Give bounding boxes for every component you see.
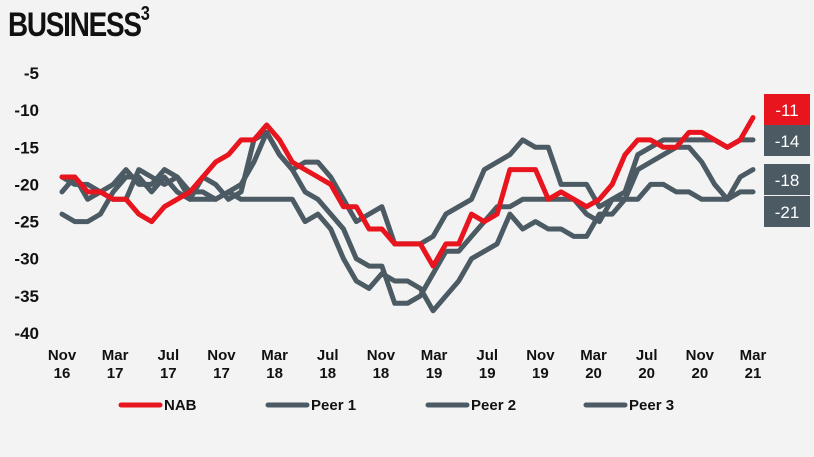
x-tick-label: Nov 18 bbox=[367, 347, 396, 382]
x-tick-label: Mar 21 bbox=[740, 347, 767, 382]
x-tick-label: Mar 18 bbox=[261, 347, 288, 382]
x-tick-label: Jul 17 bbox=[157, 347, 179, 382]
x-tick-label: Nov 20 bbox=[686, 347, 715, 382]
legend: NAB Peer 1 Peer 2 Peer 3 bbox=[118, 397, 674, 414]
series-line-peer-3 bbox=[59, 174, 756, 314]
end-label-box bbox=[764, 94, 810, 125]
end-label-value: -21 bbox=[775, 203, 800, 222]
y-tick-label: -35 bbox=[14, 287, 39, 306]
end-label-box bbox=[764, 196, 810, 227]
y-axis: -5 -10 -15 -20 -25 -30 -35 -40 bbox=[14, 64, 39, 343]
y-tick-label: -40 bbox=[14, 324, 39, 343]
legend-label: Peer 3 bbox=[629, 397, 674, 414]
end-label-peer-2: -18 bbox=[764, 164, 810, 195]
end-label-box bbox=[764, 164, 810, 195]
end-labels: -11 -14 -18 -21 bbox=[764, 94, 810, 227]
series-line-peer-2 bbox=[59, 129, 756, 306]
legend-item-peer-3: Peer 3 bbox=[583, 397, 674, 414]
x-tick-label: Mar 17 bbox=[102, 347, 129, 382]
end-label-box bbox=[764, 125, 810, 156]
y-tick-label: -15 bbox=[14, 138, 39, 157]
y-tick-label: -20 bbox=[14, 175, 39, 194]
legend-item-peer-1: Peer 1 bbox=[265, 397, 356, 414]
x-tick-label: Nov 16 bbox=[48, 347, 77, 382]
end-label-nab: -11 bbox=[764, 94, 810, 125]
x-tick-label: Nov 19 bbox=[526, 347, 555, 382]
end-label-peer-1: -14 bbox=[764, 125, 810, 156]
end-label-value: -14 bbox=[775, 132, 800, 151]
series-lines bbox=[59, 115, 756, 314]
y-tick-label: -30 bbox=[14, 250, 39, 269]
x-axis: Nov 16 Mar 17 Jul 17 Nov 17 Mar 18 Jul 18 Nov 18 Mar 19… bbox=[48, 347, 767, 382]
y-tick-label: -5 bbox=[24, 64, 39, 83]
legend-label: NAB bbox=[164, 397, 197, 414]
legend-item-peer-2: Peer 2 bbox=[425, 397, 516, 414]
series-line-nab bbox=[59, 115, 756, 269]
legend-label: Peer 2 bbox=[471, 397, 516, 414]
x-tick-label: Nov 17 bbox=[207, 347, 236, 382]
y-tick-label: -25 bbox=[14, 213, 39, 232]
end-label-peer-3: -21 bbox=[764, 196, 810, 227]
legend-label: Peer 1 bbox=[311, 397, 356, 414]
legend-item-nab: NAB bbox=[118, 397, 197, 414]
x-tick-label: Jul 18 bbox=[317, 347, 339, 382]
x-tick-label: Jul 20 bbox=[636, 347, 658, 382]
chart-title: BUSINESS3 bbox=[8, 2, 150, 44]
x-tick-label: Mar 20 bbox=[580, 347, 607, 382]
x-tick-label: Mar 19 bbox=[421, 347, 448, 382]
y-tick-label: -10 bbox=[14, 101, 39, 120]
x-tick-label: Jul 19 bbox=[476, 347, 498, 382]
end-label-value: -11 bbox=[775, 101, 798, 120]
end-label-value: -18 bbox=[775, 171, 800, 190]
